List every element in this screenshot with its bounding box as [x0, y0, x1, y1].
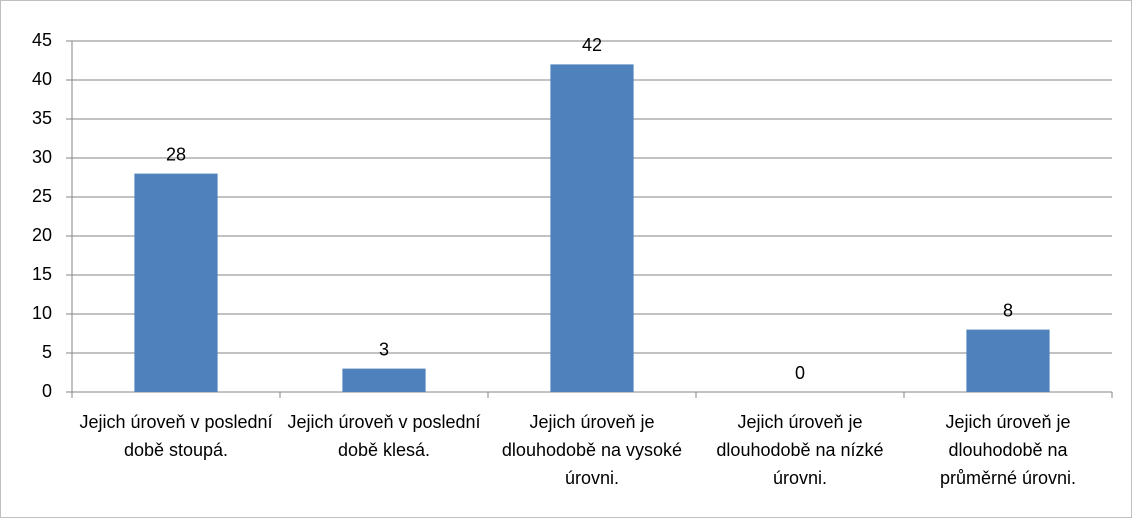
y-tick-label: 15	[32, 264, 52, 284]
y-tick-label: 45	[32, 30, 52, 50]
y-tick-label: 35	[32, 108, 52, 128]
data-label: 42	[582, 35, 602, 55]
x-tick-label: Jejich úroveň je dlouhodobě na průměrné …	[939, 412, 1077, 488]
y-tick-label: 25	[32, 186, 52, 206]
x-tick-label: Jejich úroveň v poslední době stoupá.	[79, 412, 273, 460]
y-tick-label: 10	[32, 303, 52, 323]
data-label: 3	[379, 339, 389, 359]
data-label: 0	[795, 363, 805, 383]
x-tick-label: Jejich úroveň v poslední době klesá.	[287, 412, 481, 460]
y-tick-label: 5	[42, 342, 52, 362]
y-tick-label: 40	[32, 69, 52, 89]
x-tick-label: Jejich úroveň je dlouhodobě na vysoké úr…	[501, 412, 683, 488]
data-label: 8	[1003, 300, 1013, 320]
bar	[966, 329, 1050, 392]
y-tick-label: 30	[32, 147, 52, 167]
y-tick-label: 0	[42, 381, 52, 401]
x-tick-label: Jejich úroveň je dlouhodobě na nízké úro…	[716, 412, 884, 488]
y-tick-label: 20	[32, 225, 52, 245]
bar	[342, 368, 426, 392]
bar	[550, 64, 634, 393]
data-label: 28	[166, 144, 186, 164]
bar	[134, 173, 218, 392]
